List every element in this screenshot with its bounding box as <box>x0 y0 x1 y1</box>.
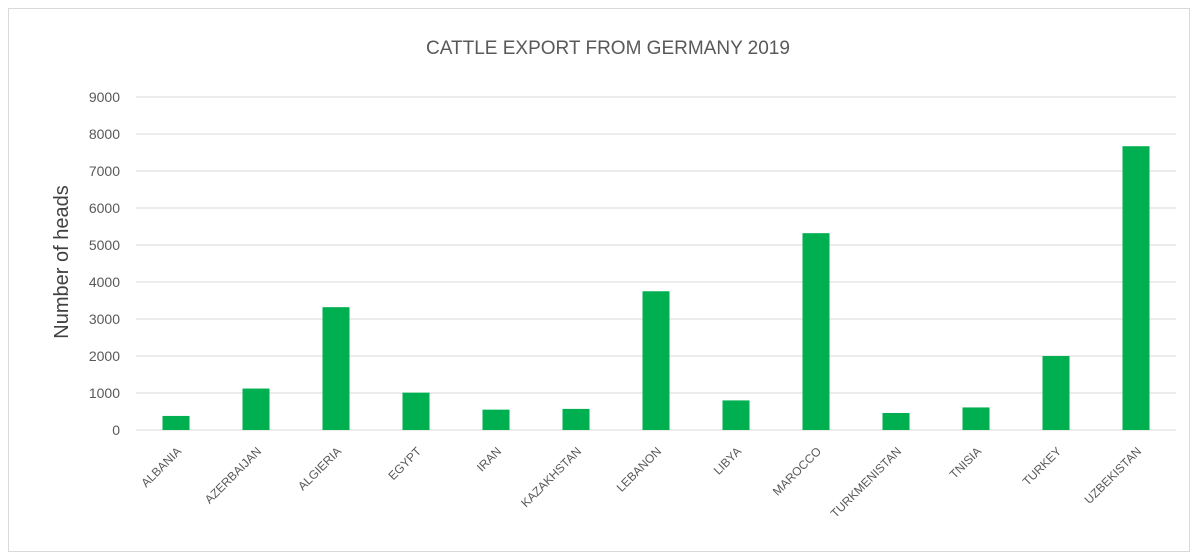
y-tick-label: 0 <box>112 422 120 438</box>
y-tick-label: 1000 <box>89 385 120 401</box>
x-tick-label: UZBEKISTAN <box>1082 444 1145 507</box>
bar-tnisia <box>962 407 990 430</box>
y-tick-label: 6000 <box>89 200 120 216</box>
bar-albania <box>162 415 190 430</box>
bar-uzbekistan <box>1122 146 1150 430</box>
bar-lebanon <box>642 291 670 430</box>
chart-frame <box>8 8 1190 552</box>
bar-algieria <box>322 307 350 430</box>
x-tick-labels: ALBANIA AZERBAIJAN ALGIERIA EGYPT IRAN KAZAKH… <box>138 444 1144 521</box>
bar-turkmenistan <box>882 412 910 430</box>
y-tick-label: 4000 <box>89 274 120 290</box>
bar-azerbaijan <box>242 388 270 430</box>
x-tick-label: KAZAKHSTAN <box>518 444 584 510</box>
gridlines <box>136 96 1176 431</box>
bar-libya <box>722 400 750 430</box>
x-tick-label: TURKMENISTAN <box>828 444 904 520</box>
x-tick-label: EGYPT <box>385 444 424 483</box>
y-tick-label: 5000 <box>89 237 120 253</box>
y-tick-label: 8000 <box>89 126 120 142</box>
x-tick-label: LIBYA <box>711 444 744 477</box>
x-tick-label: AZERBAIJAN <box>202 444 264 506</box>
chart-title: CATTLE EXPORT FROM GERMANY 2019 <box>426 38 790 59</box>
y-tick-label: 2000 <box>89 348 120 364</box>
x-tick-label: TNISIA <box>947 444 984 481</box>
x-tick-label: ALBANIA <box>138 444 184 490</box>
x-tick-label: LEBANON <box>614 444 664 494</box>
bar-marocco <box>802 233 830 430</box>
x-tick-label: TURKEY <box>1020 444 1064 488</box>
y-tick-label: 7000 <box>89 163 120 179</box>
bar-egypt <box>402 392 430 430</box>
x-tick-label: IRAN <box>474 444 504 474</box>
y-tick-label: 3000 <box>89 311 120 327</box>
bar-iran <box>482 409 510 430</box>
y-tick-labels: 0 1000 2000 3000 4000 5000 6000 7000 8000 9000 <box>89 89 120 438</box>
bar-kazakhstan <box>562 408 590 430</box>
y-axis-label: Number of heads <box>51 185 73 338</box>
x-tick-label: ALGIERIA <box>295 444 344 493</box>
bars <box>162 146 1150 430</box>
x-tick-label: MAROCCO <box>770 444 824 498</box>
bar-turkey <box>1042 356 1070 430</box>
y-tick-label: 9000 <box>89 89 120 105</box>
